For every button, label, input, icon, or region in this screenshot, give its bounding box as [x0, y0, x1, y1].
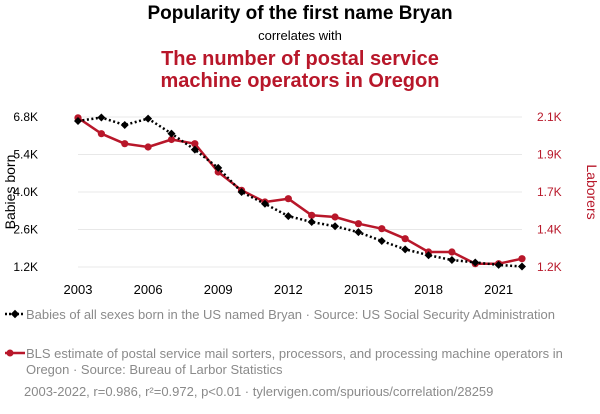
chart-plot: 1.2K 2.6K 4.0K 5.4K 6.8K 1.2K 1.4K 1.7K 1.9K 2.1… [2, 110, 600, 297]
data-point-babies [494, 260, 503, 269]
left-tick-label: 4.0K [13, 185, 38, 199]
grid-lines [78, 116, 522, 268]
data-point-babies [74, 117, 82, 126]
data-point-laborers [284, 195, 292, 203]
chart-title: Popularity of the first name Bryan [147, 3, 453, 24]
x-tick-label: 2018 [414, 282, 443, 297]
x-tick-label: 2015 [344, 282, 373, 297]
x-tick-label: 2006 [134, 282, 163, 297]
data-point-laborers [144, 143, 152, 151]
data-point-babies [167, 129, 176, 138]
data-point-laborers [97, 130, 105, 138]
data-point-babies [377, 237, 386, 246]
left-axis-ticks: 1.2K 2.6K 4.0K 5.4K 6.8K [13, 110, 38, 274]
data-point-babies [214, 163, 223, 172]
right-tick-label: 1.2K [537, 260, 562, 274]
data-point-laborers [191, 140, 199, 148]
legend-text-babies: Babies of all sexes born in the US named… [26, 307, 555, 322]
data-point-babies [144, 114, 153, 123]
data-point-laborers [121, 140, 129, 148]
chart-connector: correlates with [258, 28, 342, 43]
legend-marker-dotted-diamond [5, 309, 25, 319]
footer-stats: 2003-2022, r=0.986, r²=0.972, p<0.01 · t… [24, 384, 494, 399]
legend-marker-solid-circle [5, 349, 25, 357]
left-tick-label: 1.2K [13, 260, 38, 274]
data-point-babies [284, 212, 293, 221]
data-point-babies [97, 113, 106, 122]
left-tick-label: 2.6K [13, 223, 38, 237]
series-babies [74, 113, 526, 271]
data-point-laborers [518, 255, 526, 263]
series-line-laborers [77, 116, 523, 265]
left-tick-label: 6.8K [13, 110, 38, 124]
data-point-babies [424, 251, 433, 260]
data-point-laborers [401, 235, 409, 243]
x-tick-label: 2003 [64, 282, 93, 297]
right-axis-ticks: 1.2K 1.4K 1.7K 1.9K 2.1K [537, 110, 562, 274]
data-point-laborers [378, 225, 386, 233]
data-point-babies [401, 245, 410, 254]
left-tick-label: 5.4K [13, 148, 38, 162]
data-point-laborers [167, 135, 176, 144]
x-tick-label: 2021 [484, 282, 513, 297]
data-point-babies [331, 222, 340, 231]
data-point-babies [447, 256, 456, 265]
data-point-laborers [308, 211, 316, 219]
right-tick-label: 1.4K [537, 223, 562, 237]
chart-title-secondary-line1: The number of postal service [161, 48, 439, 70]
legend-text-laborers: BLS estimate of postal service mail sort… [26, 346, 563, 377]
data-point-babies [307, 218, 316, 226]
series-laborers [74, 114, 526, 268]
data-point-babies [354, 228, 363, 237]
chart-title-secondary: The number of postal service machine ope… [0, 48, 600, 92]
right-tick-label: 1.9K [537, 148, 562, 162]
data-point-laborers [354, 220, 363, 228]
data-point-babies [471, 258, 480, 267]
data-point-babies [260, 199, 269, 208]
x-tick-label: 2009 [204, 282, 233, 297]
series-line-babies [77, 116, 523, 268]
data-point-babies [190, 145, 199, 154]
data-point-laborers [214, 168, 222, 176]
data-point-babies [518, 262, 526, 271]
left-axis-label: Babies born [2, 155, 18, 230]
data-point-laborers [331, 213, 339, 221]
data-point-babies [120, 121, 129, 130]
x-tick-label: 2012 [274, 282, 303, 297]
right-tick-label: 1.7K [537, 185, 562, 199]
chart-title-secondary-line2: machine operators in Oregon [160, 70, 440, 92]
right-tick-label: 2.1K [537, 110, 562, 124]
x-axis-ticks: 2003 2006 2009 2012 2015 2018 2021 [64, 282, 514, 297]
data-point-laborers [448, 248, 456, 256]
right-axis-label: Laborers [584, 164, 600, 219]
data-point-babies [237, 188, 246, 196]
